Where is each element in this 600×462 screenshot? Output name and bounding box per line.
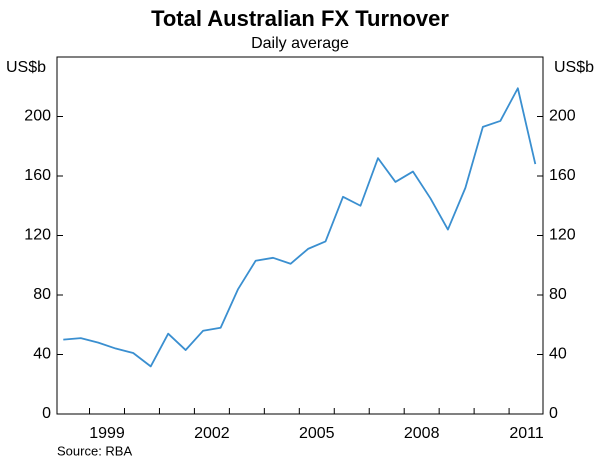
y2-tick-label: 200 [549, 108, 576, 125]
x-tick-label: 2002 [194, 425, 230, 442]
y-tick-label: 120 [24, 227, 51, 244]
y2-tick-label: 40 [549, 346, 567, 363]
plot-frame [56, 56, 544, 415]
y2-tick-label: 160 [549, 167, 576, 184]
y2-tick-label: 0 [549, 405, 558, 422]
source-note: Source: RBA [57, 443, 132, 458]
y2-tick-label: 120 [549, 227, 576, 244]
y-tick-label: 160 [24, 167, 51, 184]
chart-subtitle: Daily average [251, 35, 349, 52]
y-tick-label: 40 [33, 346, 51, 363]
x-tick-label: 2008 [404, 425, 440, 442]
x-tick-label: 2005 [299, 425, 335, 442]
y-tick-label: 80 [33, 286, 51, 303]
y-axis-label: US$b [6, 59, 46, 76]
chart-title: Total Australian FX Turnover [151, 6, 449, 31]
y-tick-label: 0 [42, 405, 51, 422]
data-line [63, 87, 537, 368]
x-tick-label: 2011 [509, 425, 544, 442]
y2-tick-label: 80 [549, 286, 567, 303]
x-tick-label: 1999 [89, 425, 125, 442]
y-tick-label: 200 [24, 108, 51, 125]
y2-axis-label: US$b [554, 59, 594, 76]
